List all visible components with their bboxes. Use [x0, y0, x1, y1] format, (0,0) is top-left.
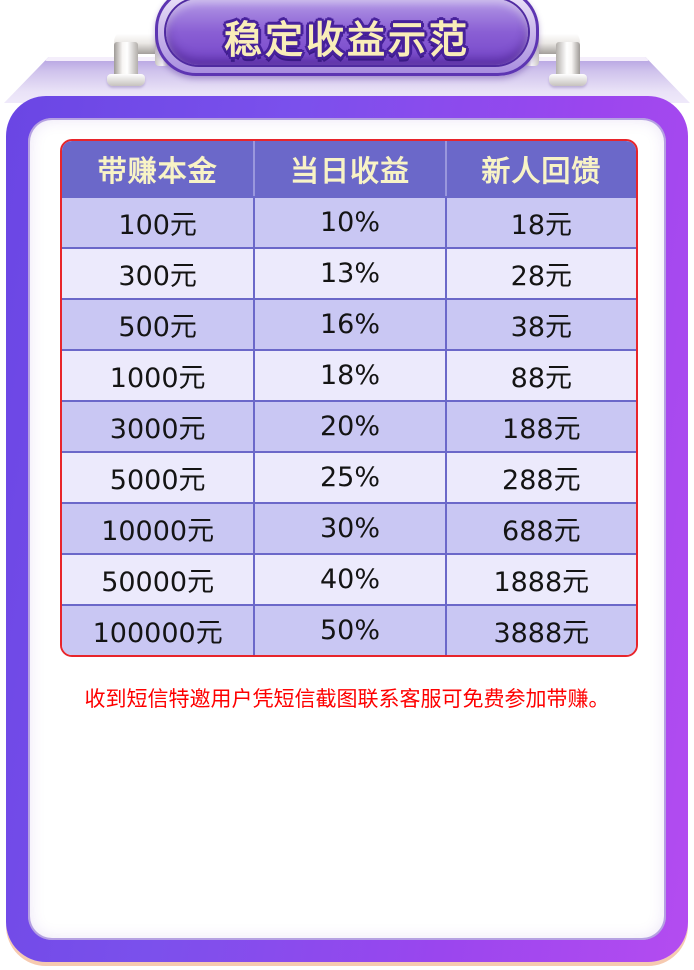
- pipe-foot-icon: [107, 74, 145, 86]
- table-cell: 88元: [444, 351, 636, 400]
- table-cell: 40%: [253, 555, 444, 604]
- table-cell: 20%: [253, 402, 444, 451]
- table-row: 3000元 20% 188元: [62, 400, 636, 451]
- table-cell: 1000元: [109, 363, 206, 394]
- table-cell: 50000元: [101, 567, 215, 598]
- table-row: 50000元 40% 1888元: [62, 553, 636, 604]
- table-row: 300元 13% 28元: [62, 247, 636, 298]
- table-cell: 50%: [253, 606, 444, 655]
- earnings-table: 带赚本金 当日收益 新人回馈 100元 10% 18元 300元 13% 28元…: [60, 139, 638, 657]
- banner-title: 稳定收益示范: [223, 17, 470, 62]
- table-cell: 3888元: [444, 606, 636, 655]
- table-cell: 38元: [444, 300, 636, 349]
- table-cell: 28元: [444, 249, 636, 298]
- table-cell: 13%: [253, 249, 444, 298]
- table-cell: 30%: [253, 504, 444, 553]
- table-cell: 18%: [253, 351, 444, 400]
- title-banner: 稳定收益示范: [155, 0, 539, 76]
- table-cell: 100元: [118, 210, 197, 241]
- column-header-daily-yield: 当日收益: [253, 141, 444, 196]
- table-row: 10000元 30% 688元: [62, 502, 636, 553]
- pipe-tube-icon: [556, 42, 580, 78]
- table-cell: 100000元: [92, 618, 223, 649]
- table-cell: 288元: [444, 453, 636, 502]
- table-cell: 188元: [444, 402, 636, 451]
- pipe-foot-icon: [549, 74, 587, 86]
- table-row: 100000元 50% 3888元: [62, 604, 636, 655]
- column-header-newcomer-bonus: 新人回馈: [444, 141, 636, 196]
- table-row: 100元 10% 18元: [62, 196, 636, 247]
- table-cell: 500元: [118, 312, 197, 343]
- table-cell: 18元: [444, 198, 636, 247]
- table-row: 5000元 25% 288元: [62, 451, 636, 502]
- table-cell: 5000元: [109, 465, 206, 496]
- table-cell: 25%: [253, 453, 444, 502]
- table-cell: 1888元: [444, 555, 636, 604]
- pipe-tube-icon: [114, 42, 138, 78]
- column-header-principal: 带赚本金: [97, 153, 218, 188]
- table-header-row: 带赚本金 当日收益 新人回馈: [62, 141, 636, 196]
- table-row: 500元 16% 38元: [62, 298, 636, 349]
- sms-invite-notice: 收到短信特邀用户凭短信截图联系客服可免费参加带赚。: [84, 687, 610, 711]
- pipe-connector-left: [106, 22, 170, 86]
- table-row: 1000元 18% 88元: [62, 349, 636, 400]
- table-cell: 3000元: [109, 414, 206, 445]
- table-cell: 688元: [444, 504, 636, 553]
- table-cell: 300元: [118, 261, 197, 292]
- table-cell: 10000元: [101, 516, 215, 547]
- table-cell: 10%: [253, 198, 444, 247]
- table-cell: 16%: [253, 300, 444, 349]
- title-banner-inner: 稳定收益示范: [166, 0, 528, 65]
